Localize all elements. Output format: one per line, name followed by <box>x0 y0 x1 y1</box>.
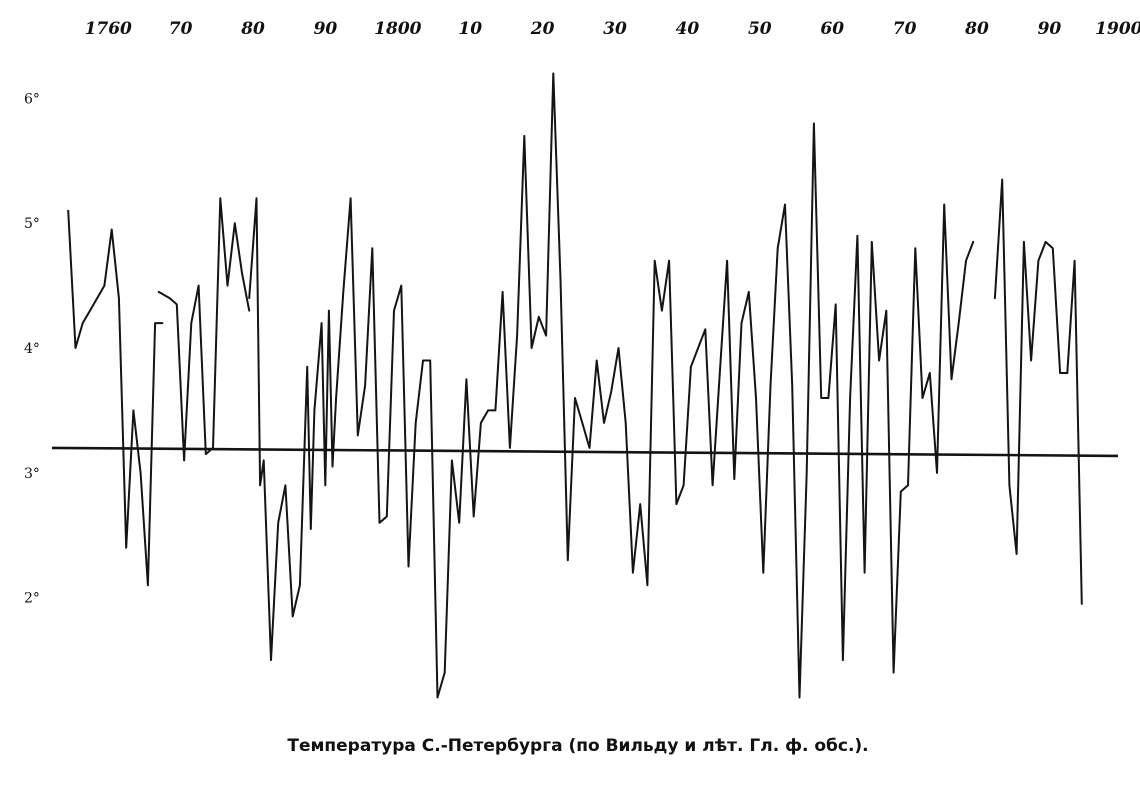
x-tick-label: 70 <box>169 19 193 39</box>
x-tick-label: 50 <box>748 19 772 39</box>
x-tick-label: 90 <box>1038 19 1062 39</box>
mean-temperature-line <box>51 446 1119 458</box>
chart-title: Температура С.-Петербурга (по Вильду и л… <box>287 736 868 756</box>
x-tick-label: 10 <box>458 19 482 39</box>
y-axis-tick-labels: 6° 5° 4° 3° 2° <box>24 91 40 606</box>
x-tick-label: 1800 <box>374 19 421 39</box>
y-tick-label: 3° <box>24 466 40 482</box>
x-axis-tick-labels: 1760 70 80 90 1800 10 20 30 40 50 60 70 80 90 1900. <box>85 19 1140 39</box>
y-tick-label: 5° <box>24 216 40 232</box>
x-tick-label: 80 <box>964 19 989 39</box>
temperature-series <box>67 72 1083 699</box>
x-tick-label: 70 <box>893 19 917 39</box>
x-tick-label: 1900. <box>1095 19 1140 39</box>
x-tick-label: 60 <box>820 19 844 39</box>
series-line-segment <box>157 197 251 462</box>
y-tick-label: 6° <box>24 91 40 107</box>
y-tick-label: 4° <box>24 341 40 357</box>
x-tick-label: 80 <box>240 19 265 39</box>
y-tick-label: 2° <box>24 591 40 607</box>
x-tick-label: 40 <box>676 19 700 39</box>
series-line-segment <box>993 178 1083 605</box>
series-line-segment <box>67 209 164 587</box>
x-tick-label: 90 <box>314 19 338 39</box>
x-tick-label: 20 <box>530 19 555 39</box>
series-line-segment <box>248 72 975 699</box>
x-tick-label: 30 <box>603 19 627 39</box>
x-tick-label: 1760 <box>85 19 132 39</box>
